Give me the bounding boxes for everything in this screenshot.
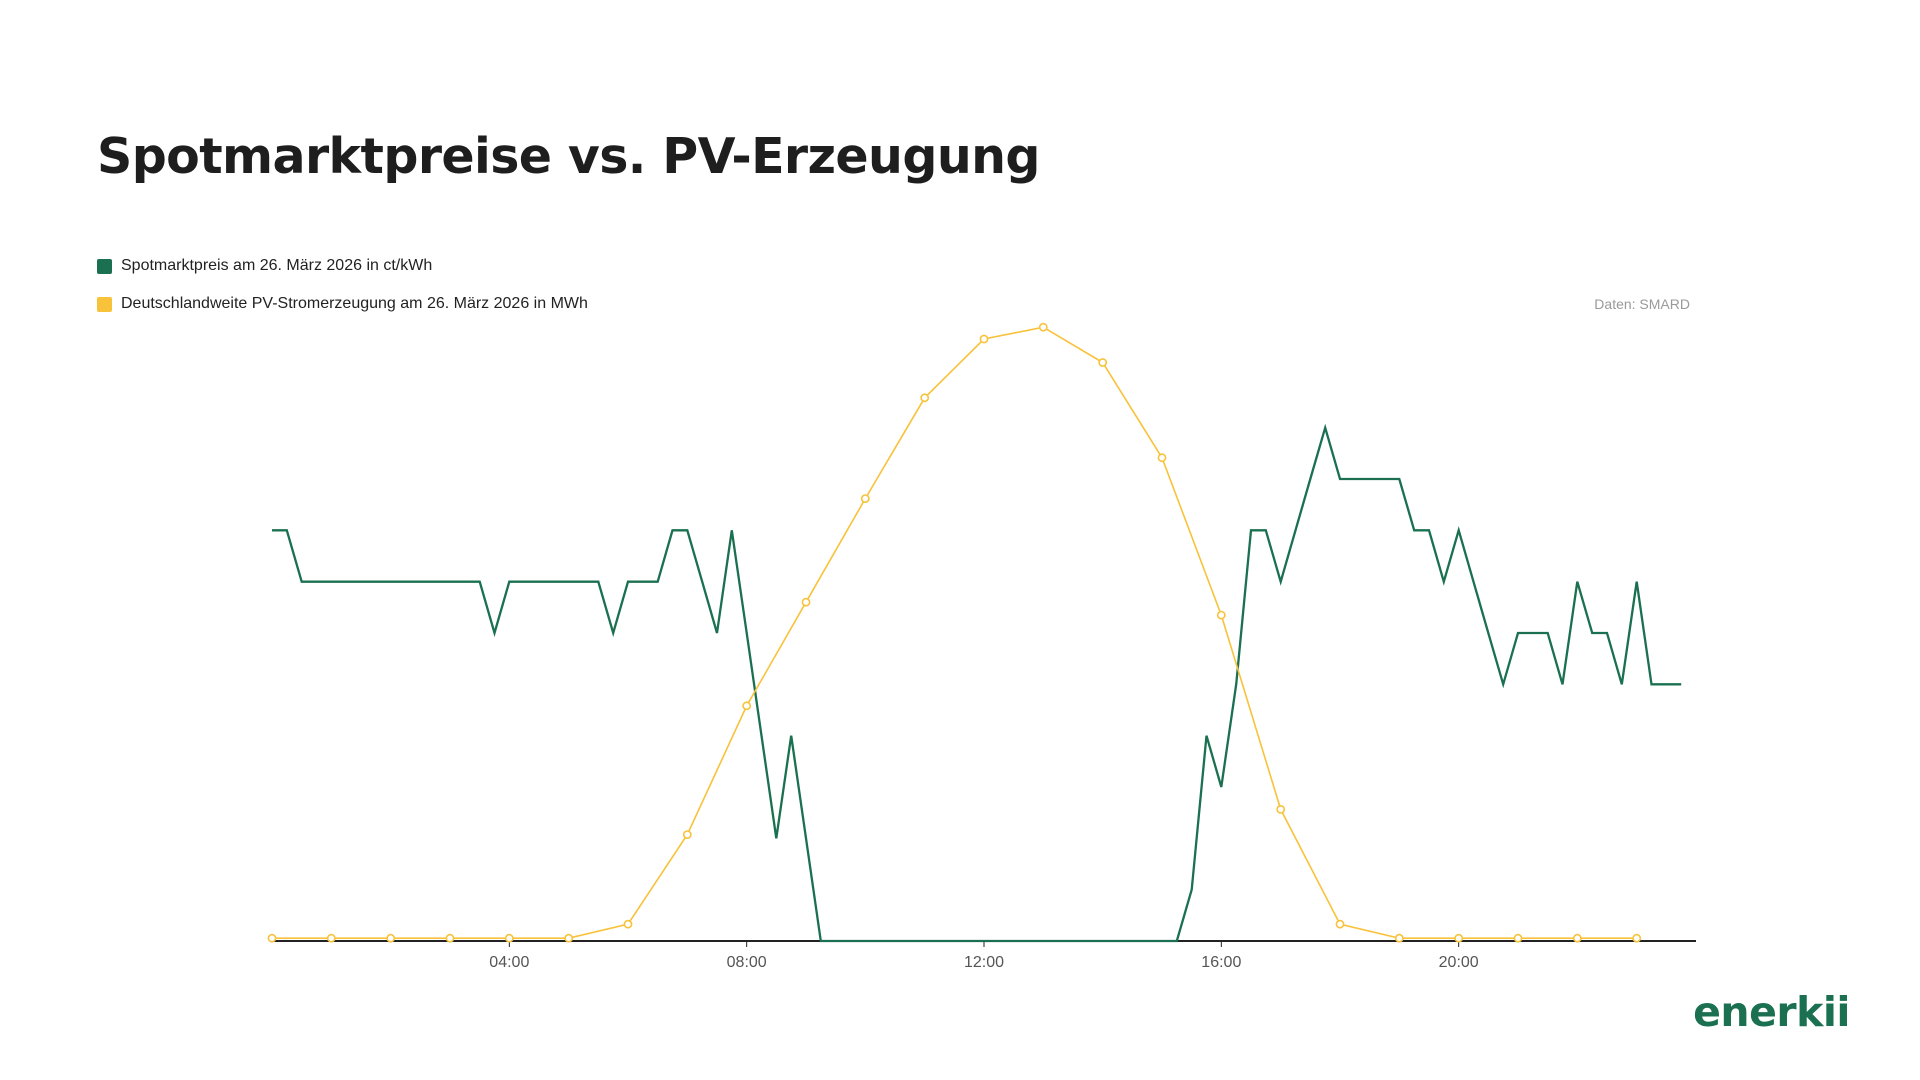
series-1-point-6 (623, 919, 633, 929)
x-tick-label-1: 08:00 (727, 954, 767, 971)
series-line-0 (272, 423, 1682, 943)
series-1-point-5 (564, 933, 574, 943)
data-source-note: Daten: SMARD (1594, 296, 1690, 312)
legend-swatch-pv (97, 296, 112, 312)
legend-swatch-price (97, 258, 112, 274)
legend-item-price: Spotmarktpreis am 26. März 2026 in ct/kW… (97, 255, 588, 277)
series-1-point-13 (1038, 322, 1048, 332)
series-1-point-0 (267, 933, 277, 943)
series-1-point-20 (1454, 933, 1464, 943)
chart-legend: Spotmarktpreis am 26. März 2026 in ct/kW… (97, 255, 588, 331)
x-tick-label-4: 20:00 (1439, 954, 1479, 971)
series-1-point-21 (1513, 933, 1523, 943)
series-1-point-3 (445, 933, 455, 943)
series-1-point-15 (1157, 453, 1167, 463)
series-1-point-14 (1098, 358, 1108, 367)
x-tick-label-2: 12:00 (964, 954, 1004, 971)
legend-label-pv: Deutschlandweite PV-Stromerzeugung am 26… (121, 295, 588, 312)
x-axis: 04:00 08:00 12:00 16:00 20:00 (272, 940, 1696, 971)
series-line-1 (272, 326, 1637, 939)
x-tick-label-0: 04:00 (489, 954, 529, 971)
x-tick-label-3: 16:00 (1201, 954, 1241, 971)
series-1-point-22 (1572, 933, 1582, 943)
enerkii-logo: enerkii (1693, 988, 1850, 1036)
page-title: Spotmarktpreise vs. PV-Erzeugung (97, 128, 1040, 185)
series-1-point-1 (326, 933, 336, 943)
series-1-point-7 (682, 830, 692, 839)
series-1-point-18 (1335, 919, 1345, 929)
series-1-point-19 (1394, 933, 1404, 943)
series-1-point-16 (1216, 610, 1226, 620)
series-layer (267, 322, 1682, 943)
series-1-point-23 (1632, 933, 1642, 943)
line-chart: 04:00 08:00 12:00 16:00 20:00 (267, 322, 1696, 971)
series-1-point-12 (979, 334, 989, 344)
series-1-point-10 (860, 494, 870, 503)
series-1-point-11 (920, 393, 930, 403)
series-1-point-8 (742, 701, 752, 711)
series-1-point-17 (1276, 805, 1286, 814)
legend-item-pv: Deutschlandweite PV-Stromerzeugung am 26… (97, 293, 588, 315)
series-1-point-2 (386, 933, 396, 943)
legend-label-price: Spotmarktpreis am 26. März 2026 in ct/kW… (121, 257, 433, 274)
series-1-point-9 (801, 597, 811, 607)
series-1-point-4 (504, 933, 514, 943)
